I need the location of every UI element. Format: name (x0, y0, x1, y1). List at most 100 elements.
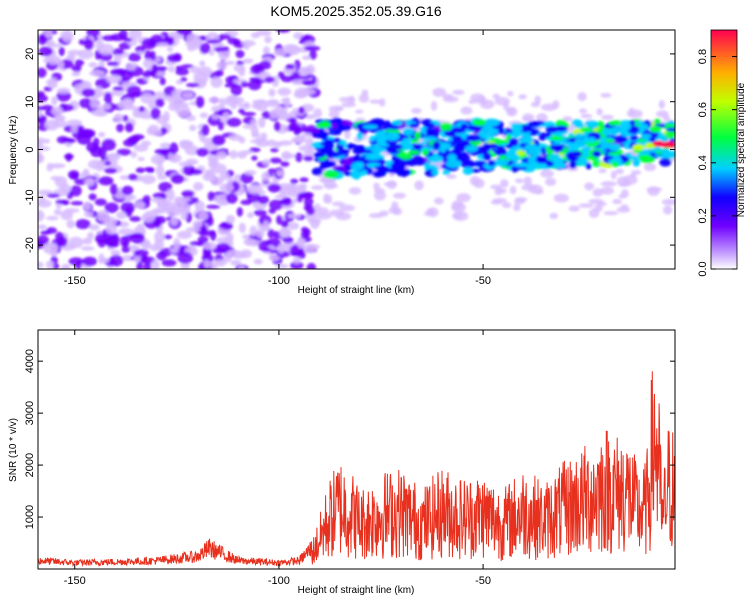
spectrogram-cell (216, 151, 227, 160)
spectrogram-cell (513, 203, 521, 212)
colorbar-tick-label: 0.0 (697, 261, 709, 276)
spectrogram-cell (287, 122, 301, 132)
spectrogram-cell (151, 64, 158, 76)
spectrogram-cell (103, 92, 113, 104)
spectrogram-cell (42, 243, 58, 249)
spectrogram-cell (208, 157, 219, 167)
spectrogram-cell (482, 152, 492, 161)
spectrogram-cell (124, 122, 134, 133)
spectrogram-cell (69, 185, 82, 197)
spectrogram-cell (225, 192, 238, 204)
spectrogram-cell (273, 121, 281, 132)
spectrogram-cell (213, 47, 230, 52)
spectrogram-cell (56, 87, 71, 94)
spectrogram-cell (151, 259, 160, 269)
spectrogram-cell (262, 46, 270, 55)
spectrogram-cell (240, 81, 249, 88)
spectrogram-cell (630, 170, 642, 175)
spectrogram-cell (186, 33, 200, 46)
spectrogram-cell (605, 138, 615, 143)
spectrogram-cell (386, 180, 397, 190)
spectrogram-cell (535, 155, 544, 164)
spectrogram-cell (499, 155, 507, 160)
spectrogram-cell (494, 147, 507, 156)
spectrogram-xlabel: Height of straight line (km) (298, 285, 415, 296)
spectrogram-cell (202, 241, 217, 250)
spectrogram-cell (299, 191, 314, 199)
spectrogram-cell (526, 148, 543, 156)
spectrogram-cell (94, 86, 103, 98)
spectrogram-cell (301, 79, 316, 86)
spectrogram-cell (287, 213, 302, 219)
spectrogram-cell (612, 154, 622, 163)
spectrogram-cell (75, 218, 91, 230)
spectrogram-cell (152, 215, 166, 225)
spectrogram-cell (238, 108, 246, 114)
spectrogram-cell (180, 64, 194, 69)
spectrogram-cell (264, 35, 272, 44)
spectrogram-cell (68, 257, 84, 266)
spectrogram-cell (525, 162, 541, 170)
spectrogram-cell (98, 131, 106, 138)
spectrogram-cell (53, 208, 62, 216)
spectrogram-cell (119, 175, 130, 180)
spectrogram-cell (67, 170, 80, 180)
spectrogram-cell (130, 151, 138, 159)
spectrogram-cell (389, 125, 399, 130)
spectrogram-cell (487, 143, 498, 149)
spectrogram-cell (108, 254, 124, 267)
y-tick-label: -20 (24, 237, 36, 253)
spectrogram-cell (82, 237, 93, 245)
spectrogram-cell (300, 226, 309, 233)
spectrogram-cell (439, 122, 453, 132)
spectrogram-cell (323, 142, 335, 151)
spectrogram-cell (368, 135, 376, 142)
spectrogram-cell (658, 99, 666, 109)
spectrogram-cell (528, 120, 541, 128)
spectrogram-cell (596, 108, 603, 116)
spectrogram-cell (427, 207, 439, 218)
spectrogram-cell (111, 48, 125, 55)
spectrogram-cell (598, 168, 607, 174)
spectrogram-cell (620, 204, 629, 209)
spectrogram-cell (549, 153, 556, 162)
spectrogram-cell (84, 38, 94, 50)
spectrogram-cell (391, 120, 403, 126)
spectrogram-cell (280, 228, 290, 238)
spectrogram-cell (243, 42, 250, 51)
spectrogram-cell (173, 196, 184, 204)
colorbar-tick-label: 0.4 (697, 155, 709, 170)
spectrogram-cell (281, 153, 297, 159)
spectrogram-cell (38, 137, 46, 144)
spectrogram-cell (121, 254, 134, 262)
spectrogram-cell (70, 201, 84, 206)
spectrogram-cell (220, 221, 233, 230)
spectrogram-cell (255, 140, 270, 148)
spectrogram-cell (84, 177, 95, 187)
spectrogram-cell (169, 142, 179, 155)
spectrogram-cell (298, 145, 313, 152)
spectrogram-cell (98, 253, 105, 265)
spectrogram-cell (240, 172, 254, 184)
spectrogram-cell (519, 124, 532, 133)
spectrogram-cell (626, 109, 643, 119)
spectrogram-cell (586, 120, 599, 129)
spectrogram-cell (143, 261, 152, 269)
spectrogram-cell (138, 106, 145, 112)
spectrogram-cell (87, 159, 104, 170)
spectrogram-cell (649, 136, 656, 143)
spectrogram-cell (219, 171, 230, 181)
spectrogram-cell (492, 93, 500, 100)
spectrogram-cell (507, 90, 514, 97)
spectrogram-cell (433, 197, 444, 205)
spectrogram-cell (66, 138, 76, 144)
spectrogram-cell (358, 93, 370, 103)
spectrogram-cell (104, 202, 119, 214)
spectrogram-cell (261, 110, 271, 120)
spectrogram-cell (396, 168, 403, 177)
spectrogram-cell (124, 196, 133, 202)
spectrogram-cell (331, 201, 345, 207)
spectrogram-cell (511, 153, 520, 163)
spectrogram-cell (313, 127, 320, 134)
spectrogram-cell (210, 176, 224, 186)
